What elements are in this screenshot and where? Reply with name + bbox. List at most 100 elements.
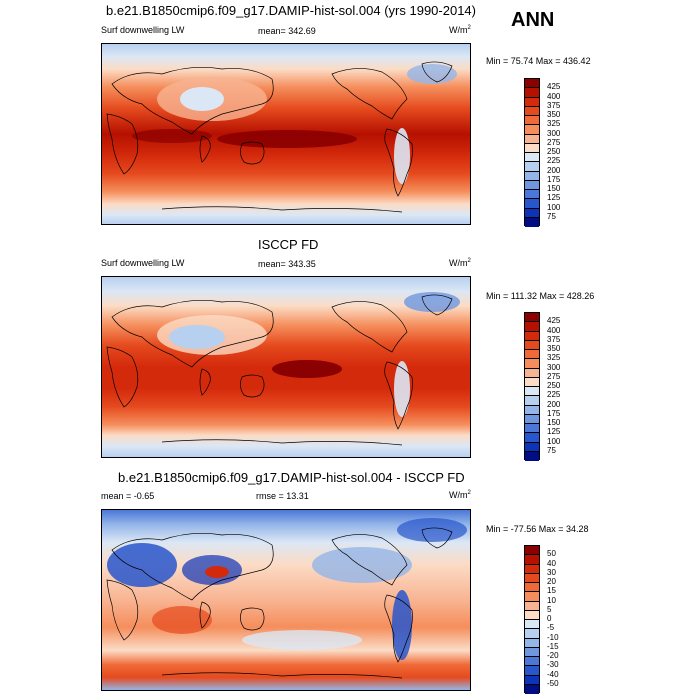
colorbar-swatch [525, 208, 539, 218]
colorbar-tick-label: 325 [547, 353, 561, 363]
panel1-mean: mean= 342.69 [258, 26, 316, 36]
colorbar-swatch [525, 647, 539, 657]
colorbar-tick-label: 20 [547, 577, 556, 586]
colorbar-tick-label: 0 [547, 614, 552, 623]
colorbar-tick-label: 150 [547, 418, 561, 427]
panel1-minmax: Min = 75.74 Max = 436.42 [486, 56, 591, 66]
colorbar-swatch [525, 377, 539, 387]
panel2-colorbar [524, 312, 540, 461]
colorbar-swatch [525, 88, 539, 98]
colorbar-swatch [525, 331, 539, 341]
panel3-rmse: rmse = 13.31 [256, 491, 309, 501]
colorbar-tick-label: 5 [547, 604, 552, 614]
colorbar-tick-label: 100 [547, 202, 561, 212]
colorbar-swatch [525, 546, 539, 556]
colorbar-tick-label: 200 [547, 165, 561, 175]
colorbar-swatch [525, 322, 539, 332]
panel3-units: W/m2 [449, 490, 471, 500]
colorbar-swatch [525, 405, 539, 415]
colorbar-tick-label: 400 [547, 91, 561, 101]
colorbar-swatch [525, 583, 539, 593]
colorbar-tick-label: 150 [547, 184, 561, 193]
colorbar-swatch [525, 433, 539, 443]
colorbar-swatch [525, 143, 539, 153]
panel1-variable-label: Surf downwelling LW [101, 25, 185, 35]
colorbar-swatch [525, 162, 539, 172]
panel1-colorbar [524, 78, 540, 227]
colorbar-swatch [525, 675, 539, 685]
colorbar-tick-label: 40 [547, 558, 556, 568]
colorbar-tick-label: 225 [547, 390, 561, 400]
colorbar-swatch [525, 340, 539, 350]
colorbar-tick-label: 300 [547, 128, 561, 138]
colorbar-tick-label: 275 [547, 371, 561, 381]
colorbar-tick-label: 75 [547, 445, 556, 455]
colorbar-tick-label: 250 [547, 147, 561, 156]
colorbar-swatch [525, 629, 539, 639]
colorbar-swatch [525, 592, 539, 602]
colorbar-tick-label: 125 [547, 427, 561, 437]
colorbar-tick-label: 375 [547, 100, 561, 110]
colorbar-tick-label: 175 [547, 408, 561, 418]
colorbar-tick-label: -40 [547, 669, 559, 679]
colorbar-tick-label: 300 [547, 362, 561, 372]
panel3-mean: mean = -0.65 [101, 491, 155, 501]
colorbar-tick-label: -10 [547, 632, 559, 642]
colorbar-tick-label: 15 [547, 586, 556, 596]
colorbar-swatch [525, 125, 539, 135]
colorbar-swatch [525, 313, 539, 323]
colorbar-tick-label: 200 [547, 399, 561, 409]
panel2-variable-label: Surf downwelling LW [101, 258, 185, 268]
panel1-map [101, 43, 471, 225]
colorbar-swatch [525, 442, 539, 452]
colorbar-swatch [525, 555, 539, 565]
colorbar-tick-label: 225 [547, 156, 561, 166]
colorbar-tick-label: 425 [547, 82, 561, 92]
colorbar-swatch [525, 387, 539, 397]
colorbar-swatch [525, 396, 539, 406]
colorbar-tick-label: 275 [547, 137, 561, 147]
colorbar-tick-label: -15 [547, 641, 559, 651]
colorbar-swatch [525, 424, 539, 434]
colorbar-tick-label: 400 [547, 325, 561, 335]
panel3-title: b.e21.B1850cmip6.f09_g17.DAMIP-hist-sol.… [118, 470, 465, 485]
panel2-map [101, 276, 471, 458]
colorbar-swatch [525, 414, 539, 424]
panel2-minmax: Min = 111.32 Max = 428.26 [486, 291, 595, 301]
colorbar-swatch [525, 368, 539, 378]
colorbar-tick-label: 75 [547, 211, 556, 221]
colorbar-swatch [525, 97, 539, 107]
colorbar-swatch [525, 601, 539, 611]
panel1-units: W/m2 [449, 25, 471, 35]
colorbar-swatch [525, 359, 539, 369]
colorbar-tick-label: 100 [547, 436, 561, 446]
panel3-colorbar [524, 545, 540, 694]
colorbar-swatch [525, 451, 539, 461]
colorbar-tick-label: 175 [547, 174, 561, 184]
panel3-minmax: Min = -77.56 Max = 34.28 [486, 524, 589, 534]
colorbar-tick-label: -20 [547, 651, 559, 660]
colorbar-swatch [525, 180, 539, 190]
colorbar-swatch [525, 573, 539, 583]
colorbar-swatch [525, 217, 539, 227]
colorbar-tick-label: 325 [547, 119, 561, 129]
colorbar-swatch [525, 657, 539, 667]
colorbar-swatch [525, 106, 539, 116]
colorbar-swatch [525, 620, 539, 630]
colorbar-tick-label: 375 [547, 334, 561, 344]
panel2-mean: mean= 343.35 [258, 259, 316, 269]
colorbar-tick-label: 125 [547, 193, 561, 203]
panel1-title: b.e21.B1850cmip6.f09_g17.DAMIP-hist-sol.… [106, 3, 476, 18]
colorbar-tick-label: -50 [547, 678, 559, 688]
panel2-units: W/m2 [449, 258, 471, 268]
colorbar-tick-label: 350 [547, 110, 561, 119]
colorbar-swatch [525, 666, 539, 676]
colorbar-tick-label: 50 [547, 549, 556, 559]
colorbar-swatch [525, 79, 539, 89]
colorbar-tick-label: -5 [547, 623, 555, 633]
colorbar-tick-label: -30 [547, 660, 559, 670]
colorbar-tick-label: 250 [547, 381, 561, 390]
colorbar-swatch [525, 350, 539, 360]
season-label: ANN [511, 9, 555, 31]
colorbar-swatch [525, 153, 539, 163]
